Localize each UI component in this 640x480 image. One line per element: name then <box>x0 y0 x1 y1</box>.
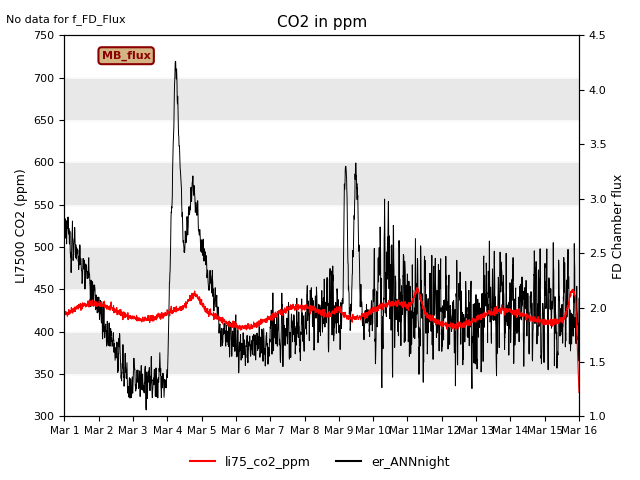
Y-axis label: FD Chamber flux: FD Chamber flux <box>612 173 625 278</box>
Legend: li75_co2_ppm, er_ANNnight: li75_co2_ppm, er_ANNnight <box>186 451 454 474</box>
Bar <box>65 332 579 374</box>
Title: CO2 in ppm: CO2 in ppm <box>276 15 367 30</box>
Bar <box>65 78 579 120</box>
Text: No data for f_FD_Flux: No data for f_FD_Flux <box>6 14 126 25</box>
Bar <box>65 162 579 205</box>
Bar <box>65 247 579 289</box>
Y-axis label: LI7500 CO2 (ppm): LI7500 CO2 (ppm) <box>15 168 28 283</box>
Text: MB_flux: MB_flux <box>102 50 150 61</box>
